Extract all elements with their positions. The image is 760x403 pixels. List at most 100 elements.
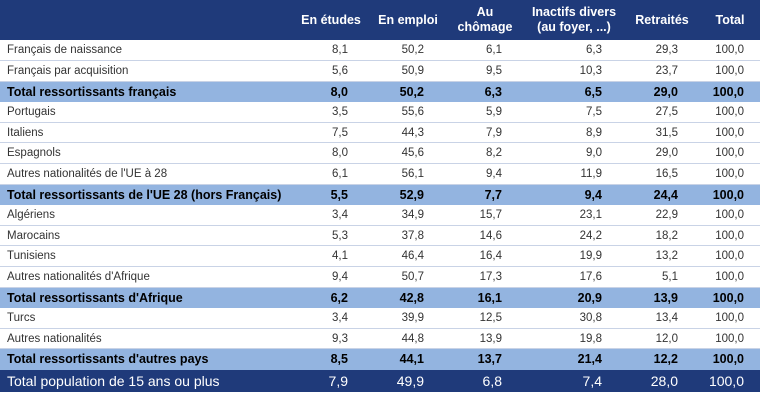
cell-value: 50,2	[370, 40, 446, 62]
cell-value: 100,0	[712, 352, 744, 367]
cell-value: 8,2	[446, 142, 524, 165]
row-label: Autres nationalités de l'UE à 28	[0, 163, 292, 185]
cell-value: 29,0	[653, 84, 678, 99]
cell-value: 44,1	[399, 352, 424, 367]
table-row: Turcs 3,4 39,9 12,5 30,8 13,4 100,0	[0, 307, 760, 329]
cell-value: 100,0	[700, 307, 760, 329]
header-en-etudes: En études	[301, 12, 361, 27]
cell-value: 37,8	[370, 225, 446, 247]
cell-value: 19,9	[524, 245, 624, 268]
cell-value: 12,0	[624, 328, 700, 350]
header-label	[0, 0, 292, 40]
cell-value: 27,5	[624, 101, 700, 123]
cell-value: 22,9	[624, 204, 700, 226]
cell-value: 100,0	[700, 101, 760, 123]
cell-value: 34,9	[370, 204, 446, 226]
cell-value: 8,9	[524, 122, 624, 144]
row-label: Français par acquisition	[0, 60, 292, 82]
table-row: Espagnols 8,0 45,6 8,2 9,0 29,0 100,0	[0, 142, 760, 165]
cell-value: 11,9	[524, 163, 624, 185]
cell-value: 9,4	[446, 163, 524, 185]
cell-value: 16,1	[477, 290, 502, 305]
cell-value: 3,4	[292, 307, 370, 329]
cell-value: 100,0	[700, 40, 760, 62]
cell-value: 13,9	[446, 328, 524, 350]
cell-value: 3,4	[292, 204, 370, 226]
table-row: Algériens 3,4 34,9 15,7 23,1 22,9 100,0	[0, 204, 760, 226]
cell-value: 9,5	[446, 60, 524, 82]
table-row: Autres nationalités 9,3 44,8 13,9 19,8 12,0 10…	[0, 328, 760, 350]
cell-value: 5,9	[446, 101, 524, 123]
header-inactifs-line2: (au foyer, ...)	[537, 20, 611, 34]
cell-value: 5,6	[292, 60, 370, 82]
header-inactifs-line1: Inactifs divers	[531, 5, 617, 19]
cell-value: 7,4	[582, 372, 602, 389]
cell-value: 49,9	[396, 372, 424, 389]
table-row: Italiens 7,5 44,3 7,9 8,9 31,5 100,0	[0, 122, 760, 144]
cell-value: 12,2	[653, 352, 678, 367]
cell-value: 16,4	[446, 245, 524, 268]
cell-value: 50,9	[370, 60, 446, 82]
cell-value: 5,5	[330, 187, 348, 202]
cell-value: 5,1	[624, 266, 700, 288]
cell-value: 6,3	[484, 84, 502, 99]
cell-value: 7,5	[524, 101, 624, 123]
cell-value: 45,6	[370, 142, 446, 165]
cell-value: 23,7	[624, 60, 700, 82]
cell-value: 42,8	[399, 290, 424, 305]
cell-value: 19,8	[524, 328, 624, 350]
cell-value: 14,6	[446, 225, 524, 247]
table-row: Autres nationalités d'Afrique 9,4 50,7 17,3…	[0, 266, 760, 288]
row-label: Total population de 15 ans ou plus	[7, 372, 220, 389]
row-label: Portugais	[0, 101, 292, 123]
row-label: Total ressortissants français	[7, 84, 177, 99]
cell-value: 56,1	[370, 163, 446, 185]
data-table: En études En emploi Au chômage Inactifs …	[0, 0, 760, 392]
cell-value: 16,5	[624, 163, 700, 185]
cell-value: 44,3	[370, 122, 446, 144]
table-row: Français de naissance 8,1 50,2 6,1 6,3 29,3 10…	[0, 40, 760, 62]
cell-value: 6,5	[584, 84, 602, 99]
cell-value: 100,0	[700, 204, 760, 226]
cell-value: 10,3	[524, 60, 624, 82]
header-row: En études En emploi Au chômage Inactifs …	[0, 0, 760, 40]
cell-value: 100,0	[700, 266, 760, 288]
subtotal-row: Total ressortissants d'Afrique 6,2 42,8 16,…	[0, 287, 760, 308]
cell-value: 39,9	[370, 307, 446, 329]
cell-value: 7,7	[484, 187, 502, 202]
cell-value: 100,0	[700, 225, 760, 247]
cell-value: 6,3	[524, 40, 624, 62]
row-label: Algériens	[0, 204, 292, 226]
cell-value: 9,3	[292, 328, 370, 350]
cell-value: 29,3	[624, 40, 700, 62]
cell-value: 18,2	[624, 225, 700, 247]
cell-value: 13,7	[477, 352, 502, 367]
row-label: Français de naissance	[0, 40, 292, 62]
cell-value: 7,9	[446, 122, 524, 144]
header-total: Total	[715, 12, 745, 27]
subtotal-row: Total ressortissants de l'UE 28 (hors Fr…	[0, 184, 760, 205]
cell-value: 29,0	[624, 142, 700, 165]
cell-value: 8,0	[292, 142, 370, 165]
cell-value: 100,0	[712, 187, 744, 202]
table-row: Autres nationalités de l'UE à 28 6,1 56,1 9…	[0, 163, 760, 185]
header-au-chomage: Au chômage	[457, 5, 513, 34]
cell-value: 12,5	[446, 307, 524, 329]
cell-value: 100,0	[700, 328, 760, 350]
header-en-emploi: En emploi	[378, 12, 438, 27]
cell-value: 17,6	[524, 266, 624, 288]
cell-value: 23,1	[524, 204, 624, 226]
subtotal-row: Total ressortissants français 8,0 50,2 6,3 6…	[0, 81, 760, 102]
cell-value: 20,9	[577, 290, 602, 305]
row-label: Total ressortissants d'autres pays	[7, 352, 209, 367]
cell-value: 4,1	[292, 245, 370, 268]
cell-value: 6,1	[446, 40, 524, 62]
row-label: Italiens	[0, 122, 292, 144]
cell-value: 5,3	[292, 225, 370, 247]
cell-value: 24,2	[524, 225, 624, 247]
row-label: Turcs	[0, 307, 292, 329]
cell-value: 7,5	[292, 122, 370, 144]
cell-value: 50,7	[370, 266, 446, 288]
row-label: Tunisiens	[0, 245, 292, 268]
cell-value: 3,5	[292, 101, 370, 123]
